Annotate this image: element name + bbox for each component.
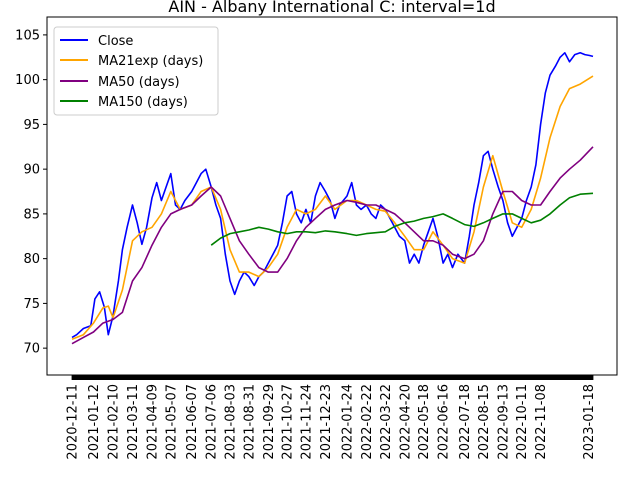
y-tick-label-75: 75 [23, 297, 40, 312]
series-layer [71, 51, 594, 345]
x-tick-label-25: 2023-01-18 [582, 384, 597, 460]
x-tick-label-18: 2022-05-18 [417, 384, 432, 460]
x-axis: 2020-12-11 2021-01-12 2021-02-10 2021-03-11… [66, 375, 597, 460]
x-tick-label-7: 2021-07-06 [205, 384, 220, 460]
x-tick-label-14: 2022-01-24 [341, 384, 356, 460]
series-line-ma50 [71, 146, 594, 345]
x-tick-label-3: 2021-03-11 [126, 384, 141, 460]
y-tick-label-105: 105 [15, 28, 40, 43]
x-tick-label-13: 2021-12-23 [319, 384, 334, 460]
x-tick-label-5: 2021-05-07 [164, 384, 179, 460]
x-tick-label-0: 2020-12-11 [66, 384, 81, 460]
x-minor-ticks [71, 375, 594, 380]
y-axis: 70 75 80 85 90 95 100 105 [15, 28, 47, 357]
x-tick-label-22: 2022-09-13 [496, 384, 511, 460]
x-tick-label-12: 2021-11-24 [299, 384, 314, 460]
x-tick-label-2: 2021-02-10 [107, 384, 122, 460]
legend: Close MA21exp (days) MA50 (days) MA150 (… [53, 26, 219, 116]
x-tick-label-15: 2022-02-22 [360, 384, 375, 460]
y-tick-label-80: 80 [23, 252, 40, 267]
x-tick-label-23: 2022-10-11 [515, 384, 530, 460]
legend-label-ma150: MA150 (days) [98, 95, 188, 110]
x-tick-label-17: 2022-04-20 [398, 384, 413, 460]
y-tick-label-90: 90 [23, 163, 40, 178]
x-tick-label-19: 2022-06-16 [437, 384, 452, 460]
legend-label-ma50: MA50 (days) [98, 75, 180, 90]
x-tick-label-1: 2021-01-12 [87, 384, 102, 460]
x-tick-label-16: 2022-03-22 [379, 384, 394, 460]
y-tick-label-95: 95 [23, 118, 40, 133]
y-tick-label-85: 85 [23, 207, 40, 222]
series-line-ma150 [210, 192, 594, 246]
x-tick-label-24: 2022-11-08 [534, 384, 549, 460]
legend-label-ma21exp: MA21exp (days) [98, 54, 203, 69]
x-tick-label-4: 2021-04-09 [146, 384, 161, 460]
series-line-close [71, 51, 594, 339]
legend-label-close: Close [98, 34, 133, 49]
chart-title: AIN - Albany International C: interval=1… [168, 0, 495, 16]
x-tick-label-21: 2022-08-15 [477, 384, 492, 460]
x-tick-label-20: 2022-07-18 [458, 384, 473, 460]
y-tick-label-70: 70 [23, 342, 40, 357]
plot-frame [46, 16, 618, 376]
y-tick-label-100: 100 [15, 73, 40, 88]
x-tick-label-11: 2021-10-27 [281, 384, 296, 460]
x-tick-label-9: 2021-08-31 [242, 384, 257, 460]
x-tick-label-8: 2021-08-03 [224, 384, 239, 460]
legend-box [53, 26, 219, 116]
x-tick-label-10: 2021-09-29 [262, 384, 277, 460]
x-tick-label-6: 2021-06-07 [185, 384, 200, 460]
